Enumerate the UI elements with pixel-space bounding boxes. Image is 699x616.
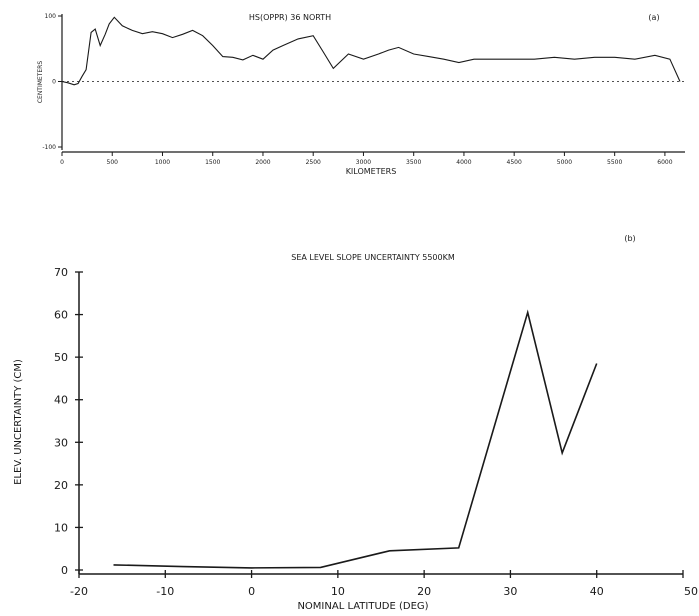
panel-b-x-tick-label: 0: [248, 585, 255, 598]
panel-a-label: (a): [648, 13, 659, 22]
panel-a-y-ticks: -100 0 100: [42, 13, 62, 151]
panel-b-y-tick-label: 40: [54, 394, 68, 407]
panel-b-x-ticks: -20 -10 0 10 20 30 40 50: [70, 570, 698, 598]
panel-a-x-tick-label: 1500: [205, 159, 220, 166]
panel-a-y-tick-label: 0: [52, 79, 56, 86]
panel-b-y-axis-label: ELEV. UNCERTAINTY (CM): [13, 359, 24, 485]
panel-a-x-tick-label: 0: [60, 159, 64, 166]
panel-b-title: SEA LEVEL SLOPE UNCERTAINTY 5500KM: [291, 253, 455, 262]
panel-a-y-axis-label: CENTIMETERS: [37, 61, 44, 103]
panel-b-x-axis-label: NOMINAL LATITUDE (DEG): [297, 601, 428, 612]
panel-a-x-ticks: 0 500 1000 1500 2000 2500 3000 3500 4000 4500 5000…: [60, 152, 673, 166]
panel-b-y-tick-label: 20: [54, 479, 68, 492]
panel-b-x-tick-label: 30: [503, 585, 517, 598]
panel-b-y-tick-label: 10: [54, 521, 68, 534]
panel-a-x-tick-label: 5500: [607, 159, 622, 166]
panel-a-x-tick-label: 6000: [657, 159, 672, 166]
panel-b-x-tick-label: 50: [684, 585, 698, 598]
panel-b-y-tick-label: 50: [54, 351, 68, 364]
panel-a-x-axis-label: KILOMETERS: [346, 167, 397, 176]
panel-a-title: HS(OPPR) 36 NORTH: [249, 13, 331, 22]
panel-b-x-tick-label: 10: [331, 585, 345, 598]
panel-a-x-tick-label: 4000: [456, 159, 471, 166]
panel-a-x-tick-label: 500: [107, 159, 119, 166]
panel-a: HS(OPPR) 36 NORTH (a) CENTIMETERS KILOME…: [37, 13, 685, 176]
panel-a-y-tick-label: 100: [45, 13, 57, 20]
panel-b-y-tick-label: 70: [54, 266, 68, 279]
panel-b-y-tick-label: 30: [54, 436, 68, 449]
panel-b: SEA LEVEL SLOPE UNCERTAINTY 5500KM (b) E…: [13, 234, 698, 612]
panel-a-y-tick-label: -100: [42, 144, 56, 151]
panel-b-x-tick-label: 40: [590, 585, 604, 598]
panel-a-x-tick-label: 3000: [356, 159, 371, 166]
panel-b-label: (b): [624, 234, 635, 243]
panel-b-y-tick-label: 60: [54, 309, 68, 322]
panel-a-x-tick-label: 2500: [306, 159, 321, 166]
panel-a-x-tick-label: 1000: [155, 159, 170, 166]
panel-b-y-ticks: 0 10 20 30 40 50 60 70: [54, 266, 83, 577]
panel-b-series-line: [113, 309, 598, 569]
panel-b-x-tick-label: 20: [417, 585, 431, 598]
panel-a-x-tick-label: 2000: [255, 159, 270, 166]
panel-a-x-tick-label: 3500: [406, 159, 421, 166]
panel-b-y-tick-label: 0: [61, 564, 68, 577]
panel-a-x-tick-label: 4500: [507, 159, 522, 166]
panel-a-series-line: [61, 16, 681, 86]
panel-b-x-tick-label: -20: [70, 585, 88, 598]
panel-b-x-tick-label: -10: [156, 585, 174, 598]
panel-a-x-tick-label: 5000: [557, 159, 572, 166]
